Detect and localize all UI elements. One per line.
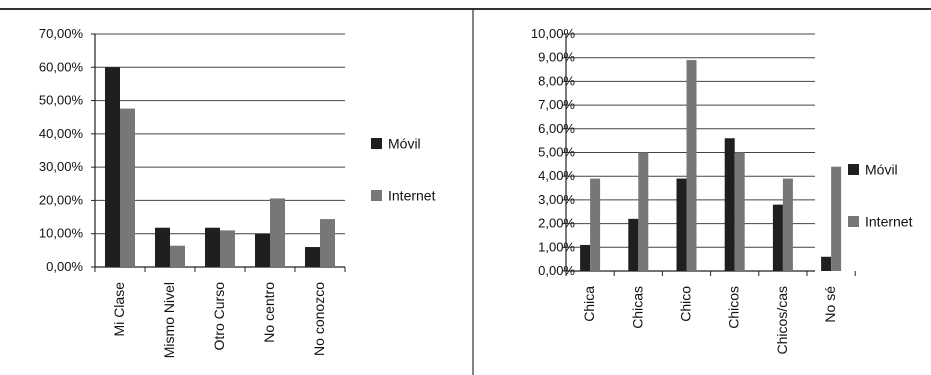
x-category-label: No sé <box>822 286 838 323</box>
chart-movil-internet-by-gender: 0,00%1,00%2,00%3,00%4,00%5,00%6,00%7,00%… <box>531 26 913 354</box>
bar-movil <box>676 178 687 271</box>
bar-movil <box>255 233 270 267</box>
y-tick-label: 9,00% <box>538 50 575 65</box>
bar-internet <box>782 178 793 271</box>
y-tick-label: 8,00% <box>538 73 575 88</box>
y-tick-label: 10,00% <box>531 26 576 41</box>
x-category-label: No conozco <box>311 282 327 356</box>
y-tick-label: 40,00% <box>39 126 84 141</box>
x-category-label: Chica <box>581 286 597 322</box>
y-tick-label: 2,00% <box>538 216 575 231</box>
bar-internet <box>831 166 842 271</box>
y-tick-label: 1,00% <box>538 239 575 254</box>
bar-movil <box>305 247 320 267</box>
y-tick-label: 0,00% <box>46 259 83 274</box>
bar-movil <box>724 138 735 271</box>
bar-internet <box>734 152 745 271</box>
legend-label: Móvil <box>865 162 898 178</box>
y-tick-label: 20,00% <box>39 192 84 207</box>
x-category-label: No centro <box>261 282 277 343</box>
y-tick-label: 30,00% <box>39 159 84 174</box>
y-tick-label: 3,00% <box>538 192 575 207</box>
y-tick-label: 70,00% <box>39 26 84 41</box>
x-category-label: Otro Curso <box>211 282 227 351</box>
y-tick-label: 7,00% <box>538 97 575 112</box>
y-tick-label: 6,00% <box>538 121 575 136</box>
legend-label: Internet <box>865 214 913 230</box>
bar-internet <box>120 108 135 267</box>
bar-internet <box>170 245 185 267</box>
x-category-label: Chicos/cas <box>774 286 790 354</box>
bar-movil <box>772 204 783 271</box>
bar-internet <box>220 230 235 267</box>
y-tick-label: 60,00% <box>39 59 84 74</box>
bar-movil <box>205 227 220 267</box>
x-category-label: Chicos <box>726 286 742 329</box>
x-category-label: Mi Clase <box>111 282 127 337</box>
bar-internet <box>320 219 335 267</box>
x-category-label: Chicas <box>629 286 645 329</box>
legend-swatch <box>371 138 382 149</box>
bar-internet <box>270 198 285 267</box>
chart-movil-internet-by-relation: 0,00% 10,00% 20,00% 30,00% 40,00% 50,00% 60,00… <box>39 26 436 358</box>
x-category-label: Chico <box>678 286 694 322</box>
bar-movil <box>105 67 120 268</box>
bar-internet <box>590 178 601 271</box>
legend-swatch <box>371 190 382 201</box>
x-category-label: Mismo Nivel <box>161 282 177 358</box>
legend-swatch <box>848 216 859 227</box>
y-tick-label: 4,00% <box>538 168 575 183</box>
bar-movil <box>628 218 639 271</box>
y-tick-label: 5,00% <box>538 145 575 160</box>
bar-internet <box>686 60 697 271</box>
bar-internet <box>638 152 649 271</box>
bar-movil <box>580 244 591 271</box>
y-tick-label: 10,00% <box>39 226 84 241</box>
legend-label: Internet <box>388 188 436 204</box>
legend-swatch <box>848 164 859 175</box>
bar-movil <box>155 227 170 267</box>
legend-label: Móvil <box>388 136 421 152</box>
bar-movil <box>821 256 832 271</box>
y-tick-label: 50,00% <box>39 93 84 108</box>
